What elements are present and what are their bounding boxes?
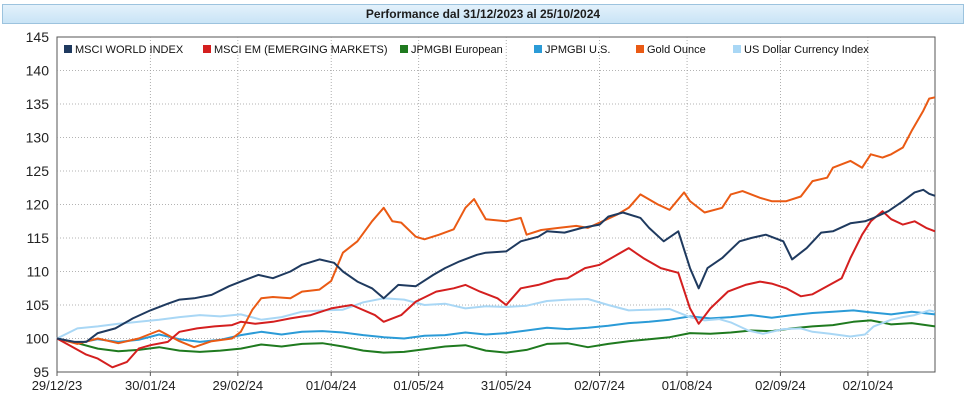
x-tick-label: 31/05/24 [481, 378, 532, 393]
legend-swatch [64, 45, 72, 53]
y-tick-label: 135 [26, 96, 50, 112]
x-tick-label: 29/02/24 [213, 378, 264, 393]
series-line-5 [56, 96, 936, 349]
legend-swatch [636, 45, 644, 53]
x-tick-label: 30/01/24 [125, 378, 176, 393]
legend-swatch [733, 45, 741, 53]
legend-label: Gold Ounce [647, 44, 706, 56]
y-tick-label: 95 [33, 364, 49, 380]
legend: MSCI WORLD INDEX MSCI EM (EMERGING MARKET… [64, 44, 869, 56]
legend-label: JPMGBI U.S. [545, 44, 610, 56]
legend-swatch [203, 45, 211, 53]
legend-swatch [534, 45, 542, 53]
x-tick-label: 29/12/23 [32, 378, 83, 393]
legend-label: US Dollar Currency Index [744, 44, 869, 56]
x-tick-label: 01/04/24 [306, 378, 357, 393]
legend-label: JPMGBI European [411, 44, 503, 56]
series-line-2 [56, 210, 936, 369]
x-tick-label: 02/07/24 [574, 378, 625, 393]
y-tick-label: 105 [26, 297, 50, 313]
grid-lines [57, 37, 935, 372]
legend-swatch [400, 45, 408, 53]
legend-label: MSCI EM (EMERGING MARKETS) [214, 44, 388, 56]
y-tick-label: 145 [26, 29, 50, 45]
y-tick-label: 115 [27, 230, 50, 246]
y-tick-label: 120 [26, 197, 50, 213]
series-lines [56, 96, 936, 369]
axes: 95 100 105 110 115 120 125 130 135 140 145 29/12/23… [26, 29, 894, 393]
series-line-1 [56, 188, 936, 343]
x-tick-label: 01/05/24 [393, 378, 444, 393]
series-line-6 [56, 297, 936, 340]
x-tick-label: 01/08/24 [662, 378, 713, 393]
y-tick-label: 125 [26, 163, 50, 179]
y-tick-label: 100 [26, 331, 50, 347]
series-line-4 [56, 309, 936, 345]
y-tick-label: 130 [26, 130, 50, 146]
y-tick-label: 110 [27, 264, 50, 280]
chart-title: Performance dal 31/12/2023 al 25/10/2024 [2, 4, 964, 24]
legend-label: MSCI WORLD INDEX [75, 44, 184, 56]
x-tick-label: 02/09/24 [755, 378, 806, 393]
x-tick-label: 02/10/24 [843, 378, 894, 393]
y-tick-label: 140 [26, 63, 50, 79]
